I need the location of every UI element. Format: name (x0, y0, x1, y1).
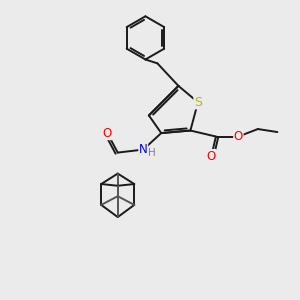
Text: H: H (148, 148, 155, 158)
Text: S: S (194, 96, 202, 109)
Text: O: O (103, 127, 112, 140)
Text: O: O (207, 149, 216, 163)
Text: O: O (234, 130, 243, 143)
Text: N: N (139, 143, 148, 156)
